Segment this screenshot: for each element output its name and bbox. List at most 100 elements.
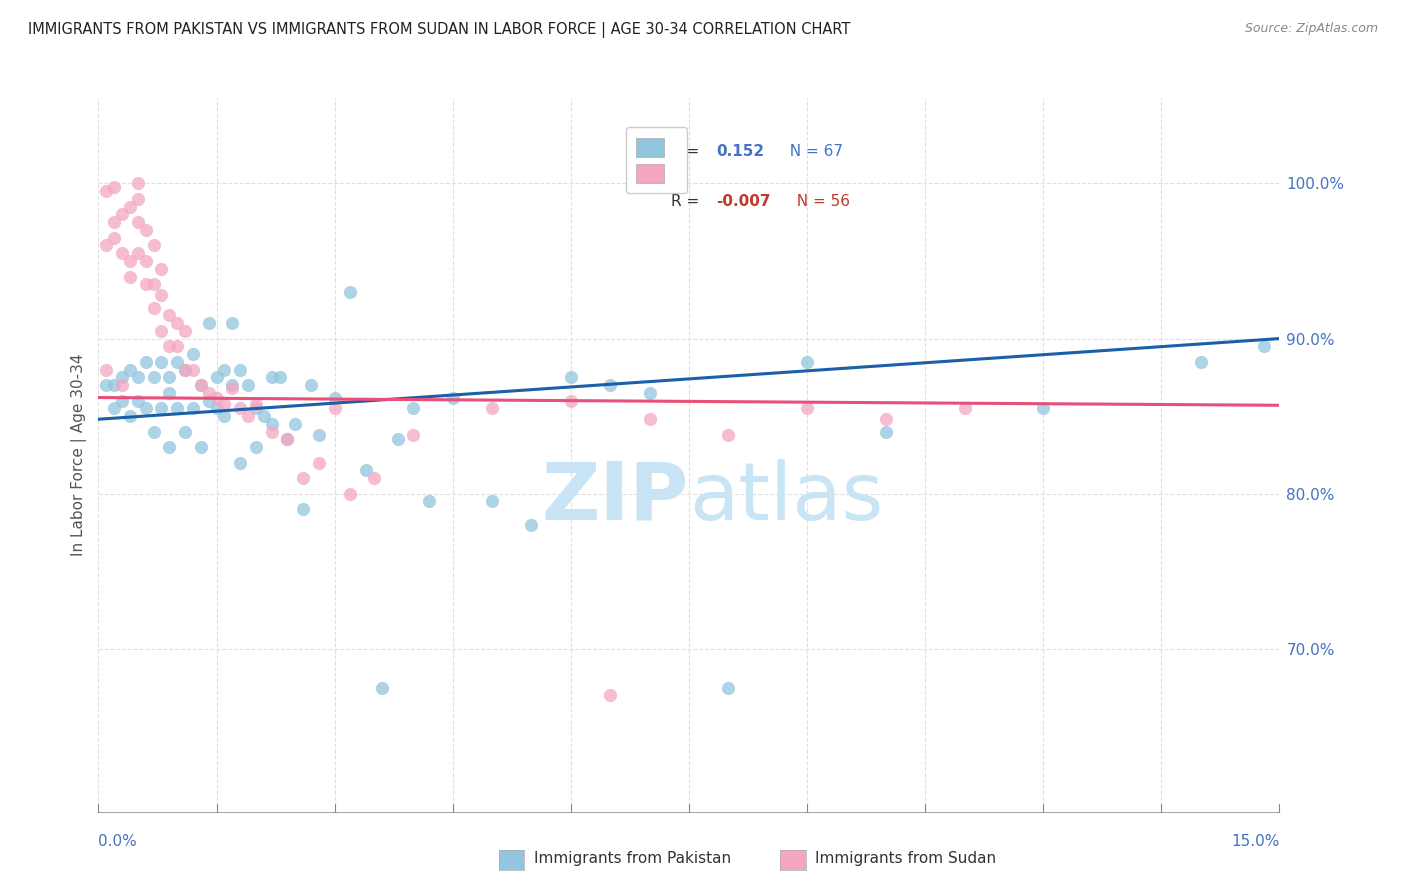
Point [599,689,621,703]
Point [135,355,157,369]
Point [638,412,661,426]
Point [245,440,267,454]
Point [174,362,197,376]
Point [284,417,307,431]
Point [181,362,204,376]
Point [221,378,243,392]
Point [181,347,204,361]
Point [135,223,157,237]
Point [150,401,173,416]
Point [142,238,165,252]
Point [371,681,394,695]
Point [96,362,118,376]
Point [441,391,464,405]
Point [157,385,180,400]
Point [111,207,134,221]
Point [103,401,125,416]
Text: IMMIGRANTS FROM PAKISTAN VS IMMIGRANTS FROM SUDAN IN LABOR FORCE | AGE 30-34 COR: IMMIGRANTS FROM PAKISTAN VS IMMIGRANTS F… [28,22,851,38]
Point [103,215,125,229]
Text: Source: ZipAtlas.com: Source: ZipAtlas.com [1244,22,1378,36]
Point [599,378,621,392]
Text: N = 56: N = 56 [787,194,851,209]
Text: -0.007: -0.007 [716,194,770,209]
Point [157,339,180,353]
Point [150,288,173,302]
Text: 15.0%: 15.0% [1232,834,1279,849]
Text: 0.152: 0.152 [716,145,765,159]
Text: ZIP: ZIP [541,458,689,537]
Point [118,254,141,268]
Point [796,355,818,369]
Point [150,355,173,369]
Point [127,246,149,260]
Point [135,254,157,268]
Point [205,401,228,416]
Point [560,370,582,384]
Point [229,401,252,416]
Point [197,393,219,408]
Point [308,456,330,470]
Point [402,401,425,416]
Point [308,427,330,442]
Point [339,486,361,500]
Point [214,362,236,376]
Point [236,409,259,424]
Point [229,362,252,376]
Point [111,370,134,384]
Point [205,370,228,384]
Point [214,397,236,411]
Point [1032,401,1054,416]
Point [481,401,503,416]
Point [103,231,125,245]
Point [197,385,219,400]
Point [127,192,149,206]
Point [717,427,740,442]
Point [1253,339,1275,353]
Point [418,494,440,508]
Point [190,378,212,392]
Point [292,502,315,516]
Point [236,378,259,392]
Y-axis label: In Labor Force | Age 30-34: In Labor Force | Age 30-34 [72,353,87,557]
Point [205,391,228,405]
Point [118,362,141,376]
Point [299,378,322,392]
Point [354,463,377,477]
Point [157,440,180,454]
Point [157,308,180,322]
Point [214,409,236,424]
Point [174,324,197,338]
Point [638,385,661,400]
Point [875,425,897,439]
Point [150,261,173,276]
Point [245,397,267,411]
Point [253,409,276,424]
Text: 0.0%: 0.0% [98,834,138,849]
Text: atlas: atlas [689,458,883,537]
Point [717,681,740,695]
Point [111,246,134,260]
Point [221,381,243,395]
Point [150,324,173,338]
Text: N = 67: N = 67 [780,145,842,159]
Point [363,471,385,485]
Legend: , : , [626,128,686,194]
Point [142,425,165,439]
Point [875,412,897,426]
Point [181,401,204,416]
Point [111,393,134,408]
Point [796,401,818,416]
Point [260,425,283,439]
Point [269,370,291,384]
Point [166,401,188,416]
Point [157,370,180,384]
Point [142,370,165,384]
Point [260,417,283,431]
Point [402,427,425,442]
Point [166,316,188,330]
Point [142,277,165,292]
Point [481,494,503,508]
Text: Immigrants from Pakistan: Immigrants from Pakistan [534,852,731,866]
Point [135,277,157,292]
Point [190,440,212,454]
